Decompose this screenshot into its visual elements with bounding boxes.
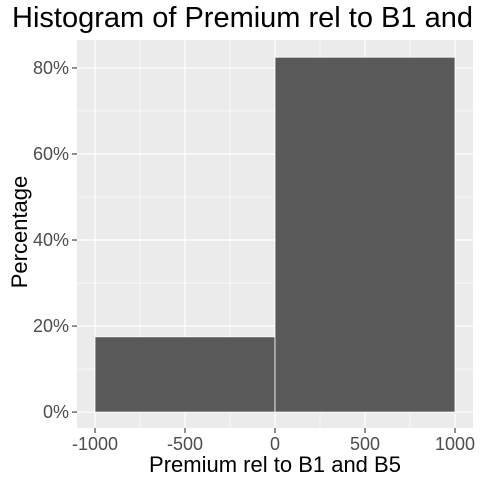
y-tick-label: 20% bbox=[33, 316, 69, 336]
x-tick-label: -500 bbox=[167, 434, 203, 454]
x-tick-label: 500 bbox=[350, 434, 380, 454]
y-axis-title: Percentage bbox=[7, 175, 32, 289]
x-axis-title: Premium rel to B1 and B5 bbox=[149, 452, 401, 477]
histogram-bars bbox=[94, 56, 456, 413]
y-tick-label: 0% bbox=[43, 402, 69, 422]
x-tick-label: 0 bbox=[270, 434, 280, 454]
x-tick-label: 1000 bbox=[435, 434, 475, 454]
chart-title: Histogram of Premium rel to B1 and B5 bbox=[12, 2, 480, 34]
y-tick-label: 60% bbox=[33, 144, 69, 164]
histogram-bar bbox=[274, 56, 456, 413]
y-tick-label: 40% bbox=[33, 230, 69, 250]
histogram-bar bbox=[94, 336, 276, 413]
x-tick-label: -1000 bbox=[72, 434, 118, 454]
x-axis: -1000 -500 0 500 1000 bbox=[72, 428, 475, 454]
y-axis: 0% 20% 40% 60% 80% bbox=[33, 58, 77, 422]
y-tick-label: 80% bbox=[33, 58, 69, 78]
